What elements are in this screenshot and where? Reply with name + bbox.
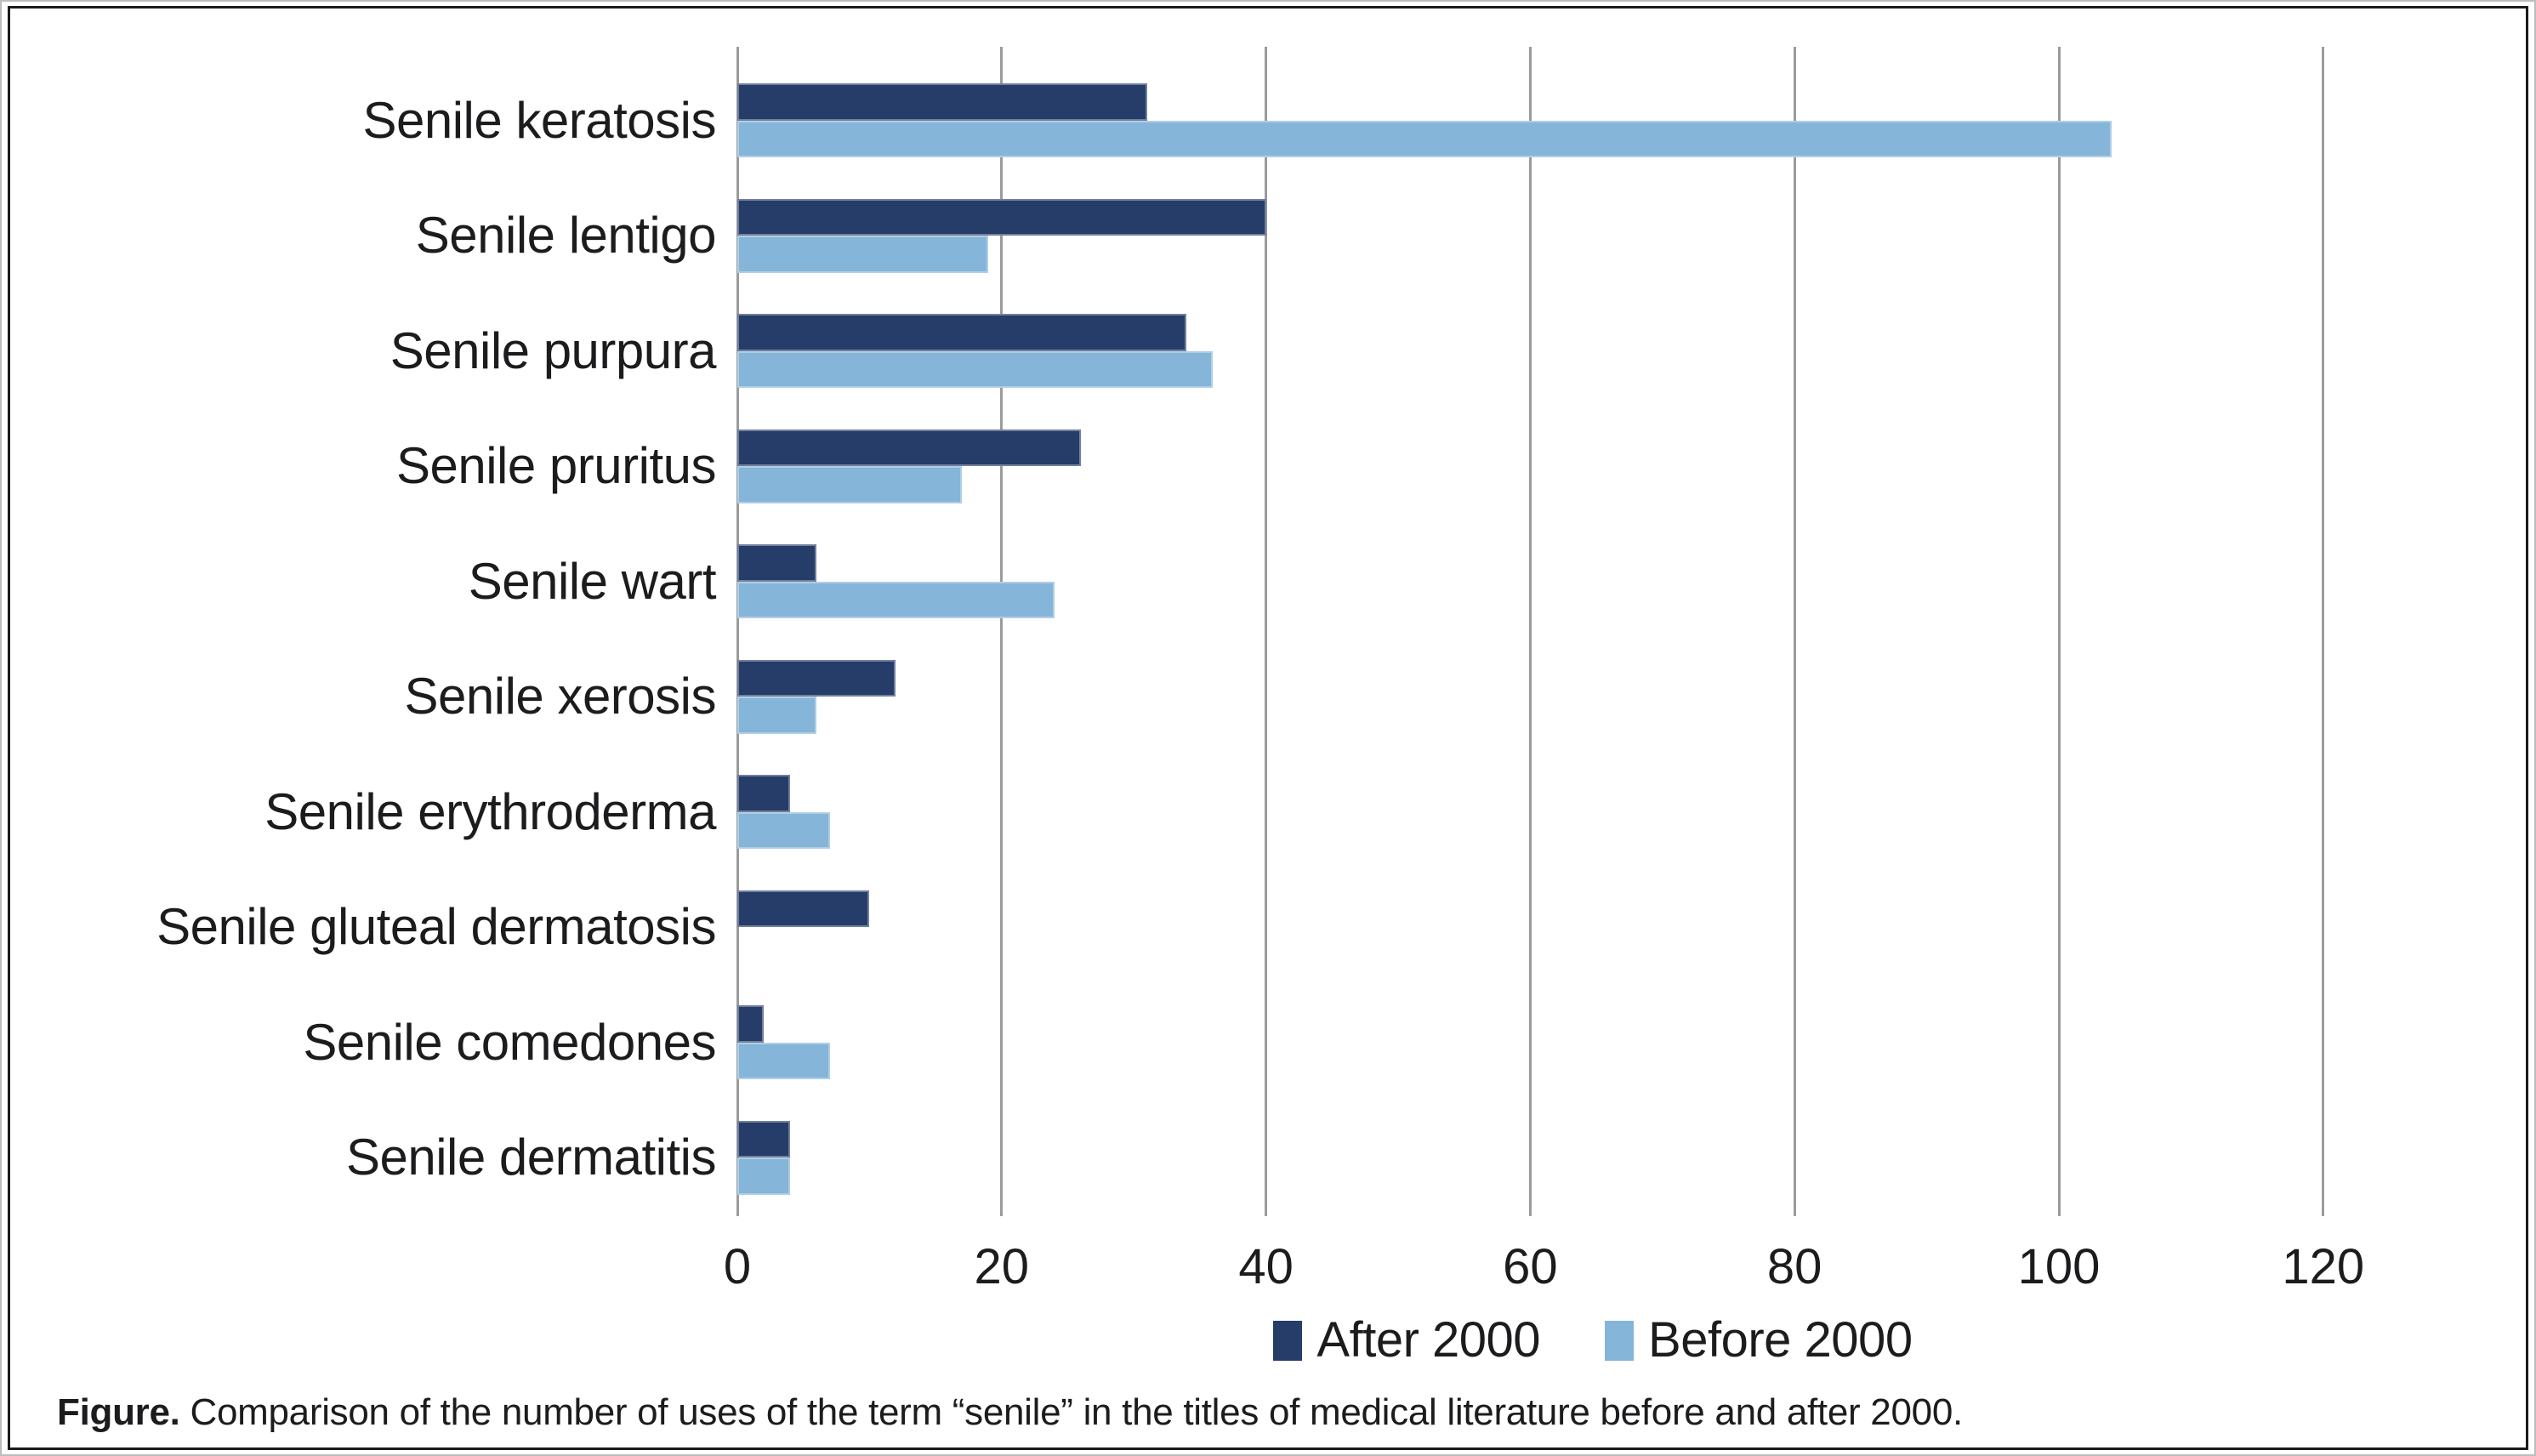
legend: After 2000 Before 2000 — [737, 1316, 2448, 1365]
bar-chart: Senile keratosis Senile lentigo Senile pur… — [10, 9, 2526, 1447]
gridline-40 — [1265, 47, 1268, 1216]
bar-after-2000-senile-dermatitis — [737, 1120, 791, 1157]
plot-area — [736, 47, 2448, 1216]
category-label-senile-purpura: Senile purpura — [389, 321, 717, 379]
gridline-80 — [1793, 47, 1796, 1216]
bar-before-2000-senile-erythroderma — [737, 811, 830, 849]
x-tick-label-60: 60 — [1503, 1239, 1558, 1294]
legend-label: Before 2000 — [1648, 1312, 1913, 1368]
bar-after-2000-senile-purpura — [737, 314, 1187, 351]
x-tick-label-120: 120 — [2282, 1239, 2365, 1294]
x-tick-label-100: 100 — [2017, 1239, 2101, 1294]
gridline-0 — [736, 47, 739, 1216]
category-label-senile-gluteal-dermatosis: Senile gluteal dermatosis — [156, 898, 716, 955]
bar-before-2000-senile-purpura — [737, 350, 1214, 388]
category-label-senile-erythroderma: Senile erythroderma — [264, 782, 716, 840]
x-tick-label-40: 40 — [1238, 1239, 1294, 1294]
category-label-senile-lentigo: Senile lentigo — [415, 207, 717, 264]
legend-swatch-after-2000 — [1273, 1320, 1303, 1361]
bar-before-2000-senile-wart — [737, 581, 1055, 618]
bar-before-2000-senile-comedones — [737, 1042, 830, 1079]
gridline-20 — [1000, 47, 1004, 1216]
bar-after-2000-senile-lentigo — [737, 198, 1266, 236]
caption-text: Comparison of the number of uses of the … — [190, 1391, 1964, 1433]
gridline-60 — [1528, 47, 1532, 1216]
x-tick-label-80: 80 — [1766, 1239, 1822, 1294]
legend-label: After 2000 — [1316, 1312, 1541, 1368]
gridline-120 — [2322, 47, 2325, 1216]
category-label-senile-dermatitis: Senile dermatitis — [345, 1129, 717, 1186]
bar-before-2000-senile-lentigo — [737, 236, 989, 273]
legend-swatch-before-2000 — [1605, 1320, 1635, 1361]
x-tick-label-20: 20 — [974, 1239, 1030, 1294]
legend-item-after-2000: After 2000 — [1273, 1312, 1541, 1368]
bar-before-2000-senile-dermatitis — [737, 1157, 791, 1195]
bar-after-2000-senile-wart — [737, 544, 817, 582]
bar-after-2000-senile-comedones — [737, 1005, 765, 1043]
figure-frame: Senile keratosis Senile lentigo Senile pur… — [8, 6, 2528, 1450]
bar-after-2000-senile-gluteal-dermatosis — [737, 890, 870, 927]
legend-item-before-2000: Before 2000 — [1605, 1316, 1913, 1365]
bar-after-2000-senile-pruritus — [737, 429, 1082, 466]
gridline-100 — [2057, 47, 2061, 1216]
bar-before-2000-senile-pruritus — [737, 466, 963, 503]
category-label-senile-comedones: Senile comedones — [303, 1013, 716, 1071]
x-tick-label-0: 0 — [723, 1239, 752, 1294]
bar-after-2000-senile-xerosis — [737, 659, 896, 697]
bar-after-2000-senile-keratosis — [737, 83, 1147, 121]
bar-after-2000-senile-erythroderma — [737, 775, 791, 812]
category-label-senile-wart: Senile wart — [468, 552, 717, 610]
bar-before-2000-senile-xerosis — [737, 697, 817, 734]
category-label-senile-xerosis: Senile xerosis — [404, 668, 716, 725]
category-label-senile-pruritus: Senile pruritus — [395, 437, 717, 494]
category-label-senile-keratosis: Senile keratosis — [362, 91, 716, 149]
caption-label: Figure. — [57, 1391, 180, 1433]
figure-caption: Figure. Comparison of the number of uses… — [57, 1390, 1963, 1436]
bar-before-2000-senile-keratosis — [737, 120, 2112, 157]
